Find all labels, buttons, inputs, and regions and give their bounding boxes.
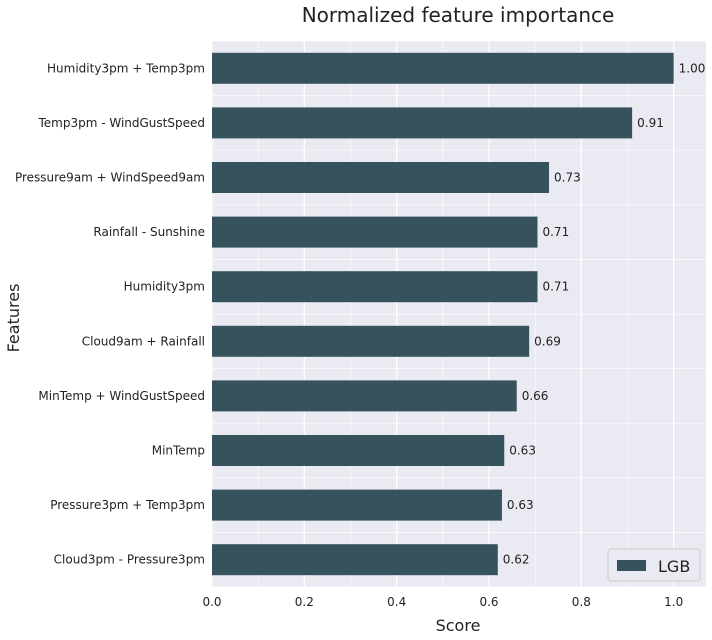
- x-tick-label: 0.6: [479, 595, 498, 609]
- x-tick-label: 1.0: [664, 595, 683, 609]
- bar-value-label: 0.66: [522, 389, 549, 403]
- bar: [212, 162, 550, 193]
- y-tick-label: Cloud3pm - Pressure3pm: [54, 553, 205, 567]
- bar-value-label: 0.69: [534, 334, 561, 348]
- legend-label: LGB: [658, 557, 690, 576]
- x-axis-label: Score: [436, 616, 481, 635]
- y-tick-label: MinTemp + WindGustSpeed: [38, 389, 205, 403]
- bar: [212, 271, 538, 303]
- bar-series: 1.00 0.91 0.73 0.71 0.71 0.69 0.66 0.63 0.63 0.62: [212, 52, 706, 576]
- legend: LGB: [607, 548, 701, 582]
- x-tick-label: 0.0: [202, 595, 221, 609]
- bar: [212, 325, 530, 357]
- bar-value-label: 0.63: [507, 498, 534, 512]
- y-tick-label: Pressure3pm + Temp3pm: [50, 498, 205, 512]
- bar: [212, 544, 498, 576]
- y-tick-label: Pressure9am + WindSpeed9am: [15, 171, 205, 185]
- bar-value-label: 0.62: [503, 553, 530, 567]
- y-tick-label: Temp3pm - WindGustSpeed: [37, 116, 205, 130]
- y-tick-label: Rainfall - Sunshine: [93, 225, 205, 239]
- bar: [212, 52, 674, 84]
- legend-box: [607, 548, 701, 582]
- x-tick-label: 0.4: [387, 595, 406, 609]
- bar-value-label: 0.91: [637, 116, 664, 130]
- bar: [212, 107, 633, 139]
- y-tick-label: MinTemp: [152, 444, 205, 458]
- bar-value-label: 1.00: [679, 61, 706, 75]
- bar-value-label: 0.71: [542, 280, 569, 294]
- legend-swatch: [617, 560, 646, 571]
- x-tick-labels: 0.0 0.2 0.4 0.6 0.8 1.0: [202, 595, 683, 609]
- bar-value-label: 0.63: [509, 444, 536, 458]
- bar-value-label: 0.73: [554, 171, 581, 185]
- y-tick-label: Cloud9am + Rainfall: [82, 334, 205, 348]
- y-tick-label: Humidity3pm + Temp3pm: [47, 61, 205, 75]
- chart-title: Normalized feature importance: [302, 3, 615, 27]
- x-tick-label: 0.8: [572, 595, 591, 609]
- bar: [212, 216, 538, 248]
- bar: [212, 435, 505, 466]
- y-tick-labels: Humidity3pm + Temp3pm Temp3pm - WindGustS…: [15, 61, 205, 566]
- x-tick-label: 0.2: [295, 595, 314, 609]
- y-tick-label: Humidity3pm: [124, 280, 205, 294]
- bar: [212, 380, 517, 412]
- bar-value-label: 0.71: [542, 225, 569, 239]
- y-axis-label: Features: [4, 284, 23, 353]
- bar: [212, 489, 502, 521]
